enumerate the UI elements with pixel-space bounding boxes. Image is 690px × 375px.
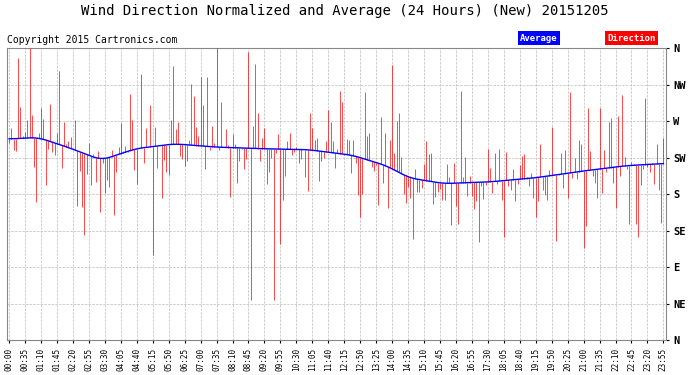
Text: Copyright 2015 Cartronics.com: Copyright 2015 Cartronics.com [8,35,178,45]
Text: Direction: Direction [607,34,656,43]
Text: Average: Average [520,34,558,43]
Text: Wind Direction Normalized and Average (24 Hours) (New) 20151205: Wind Direction Normalized and Average (2… [81,4,609,18]
